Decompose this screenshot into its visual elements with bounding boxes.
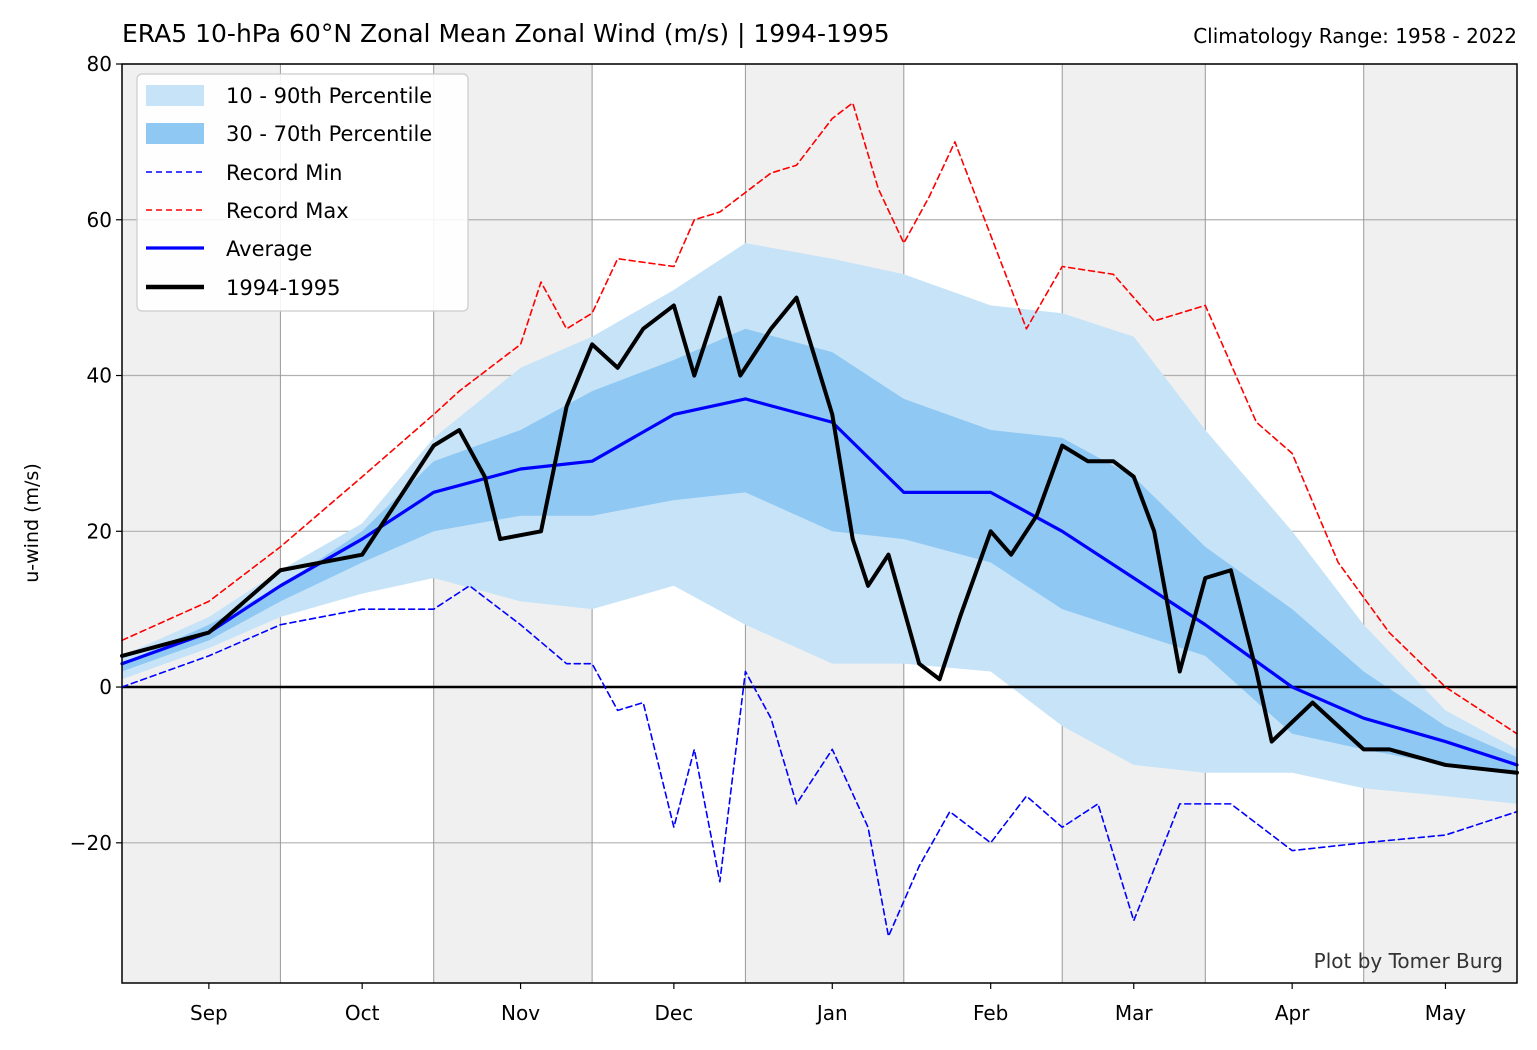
plot-frame	[121, 63, 1518, 984]
legend-key-band-inner	[146, 123, 204, 144]
legend-label: 1994-1995	[226, 276, 340, 300]
x-tick-label: May	[1425, 1001, 1467, 1025]
x-tick-label: Oct	[345, 1001, 380, 1025]
y-tick-label: 20	[87, 519, 112, 543]
credit-text: Plot by Tomer Burg	[1314, 949, 1503, 973]
legend-label: Average	[226, 237, 312, 261]
legend-label: Record Max	[226, 199, 349, 223]
legend-label: 10 - 90th Percentile	[226, 84, 432, 108]
y-tick-label: 60	[87, 208, 112, 232]
y-axis-label: u-wind (m/s)	[21, 463, 43, 583]
series-1994-1995-line	[120, 295, 1519, 775]
x-tick-label: Sep	[190, 1001, 228, 1025]
y-tick-label: 40	[87, 364, 112, 388]
x-tick-label: Dec	[655, 1001, 694, 1025]
series-layer	[120, 102, 1519, 938]
x-tick-label: Nov	[501, 1001, 540, 1025]
y-tick-label: 0	[99, 675, 112, 699]
y-tick-label: 80	[87, 52, 112, 76]
legend-key-band-outer	[146, 85, 204, 106]
chart-subtitle: Climatology Range: 1958 - 2022	[1193, 24, 1517, 48]
axes-layer: −20 0 20 40 60 80 Sep Oct Nov Dec Jan Feb Mar Apr May	[70, 52, 1467, 1025]
x-tick-label: Jan	[815, 1001, 848, 1025]
x-tick-label: Feb	[973, 1001, 1008, 1025]
legend-label: Record Min	[226, 161, 343, 185]
series-record-max-line	[121, 102, 1518, 735]
legend: 10 - 90th Percentile 30 - 70th Percentile…	[136, 73, 469, 312]
legend-box	[136, 73, 469, 312]
month-shade	[1363, 64, 1517, 983]
x-tick-label: Apr	[1275, 1001, 1310, 1025]
chart-title: ERA5 10-hPa 60°N Zonal Mean Zonal Wind (…	[122, 19, 890, 48]
x-tick-label: Mar	[1115, 1001, 1154, 1025]
legend-label: 30 - 70th Percentile	[226, 122, 432, 146]
y-tick-label: −20	[70, 831, 112, 855]
series-record-min-line	[121, 585, 1518, 938]
